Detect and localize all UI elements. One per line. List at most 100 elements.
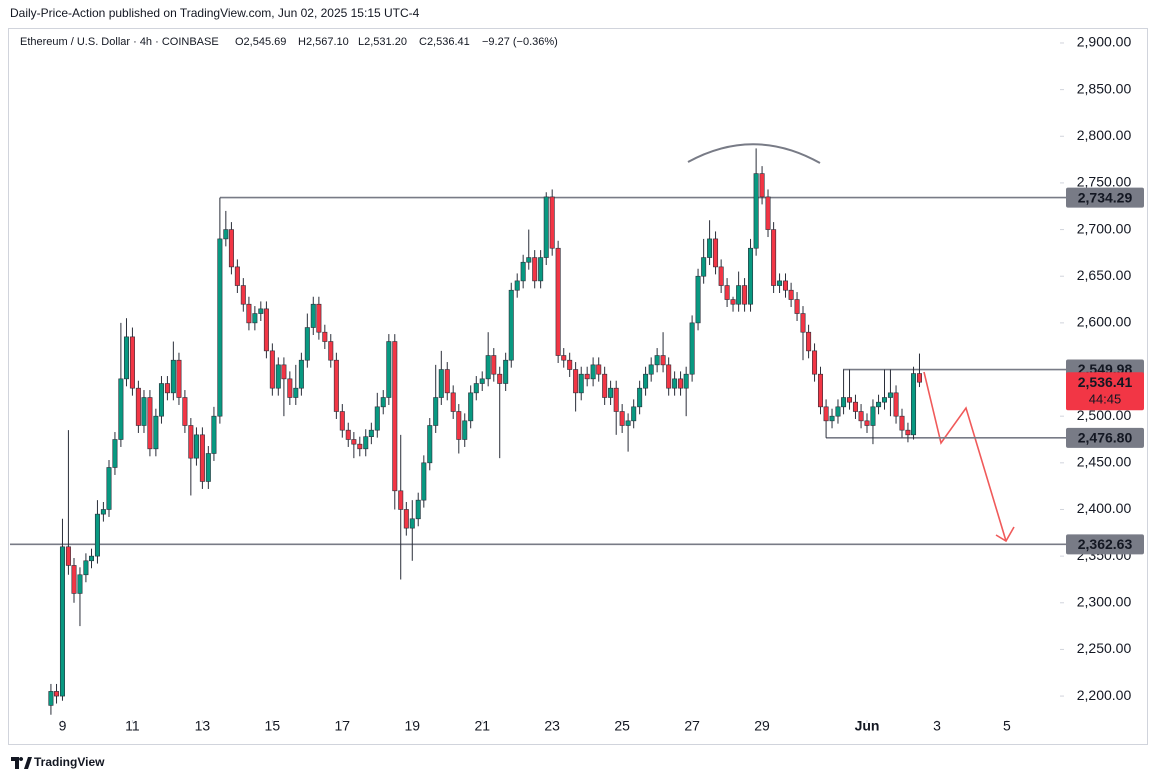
candle-body — [380, 397, 386, 408]
candle-body — [228, 229, 234, 268]
candle-body — [316, 303, 322, 333]
candle-body — [916, 373, 922, 383]
candle-body — [392, 341, 398, 492]
x-tick-label: 19 — [404, 718, 420, 734]
candle-body — [456, 411, 462, 440]
candle-body — [386, 341, 392, 398]
candle-body — [852, 401, 858, 412]
candle-body — [625, 420, 631, 426]
candle-body — [473, 383, 479, 394]
candle-body — [689, 322, 695, 375]
candle-body — [578, 373, 584, 394]
published-note: Daily-Price-Action published on TradingV… — [10, 6, 420, 20]
candle-body — [217, 238, 223, 417]
candle-body — [129, 336, 135, 389]
candle-body — [479, 378, 485, 384]
candle-body — [543, 196, 549, 258]
candles — [48, 148, 922, 715]
x-tick-label: 25 — [614, 718, 630, 734]
candle-body — [188, 425, 194, 459]
candle-body — [269, 350, 275, 389]
candle-body — [695, 275, 701, 324]
candle-body — [829, 415, 835, 422]
candle-body — [193, 434, 199, 459]
candle-body — [421, 462, 427, 501]
candle-body — [293, 387, 299, 398]
candle-body — [211, 415, 217, 454]
candle-body — [468, 392, 474, 422]
candle-body — [170, 359, 176, 394]
candle-body — [71, 565, 77, 594]
candle-body — [678, 378, 684, 389]
candle-body — [100, 509, 106, 515]
candle-body — [672, 378, 678, 389]
candle-body — [905, 429, 911, 436]
candle-body — [54, 691, 60, 697]
candle-body — [847, 397, 853, 403]
candle-body — [555, 247, 561, 356]
candle-body — [48, 691, 54, 706]
candle-body — [65, 546, 71, 566]
x-tick-label: 3 — [933, 718, 941, 734]
candle-body — [759, 173, 765, 198]
candle-body — [287, 378, 293, 398]
x-tick-label: 11 — [125, 718, 140, 734]
candle-body — [596, 364, 602, 375]
y-tick-label: 2,850.00 — [1077, 80, 1132, 96]
candle-body — [876, 401, 882, 408]
candle-body — [363, 436, 369, 450]
candle-body — [89, 555, 95, 562]
y-tick-label: 2,700.00 — [1077, 220, 1132, 236]
candle-body — [158, 383, 164, 417]
candle-body — [263, 308, 269, 352]
candle-body — [83, 560, 89, 576]
candle-body — [223, 229, 229, 240]
last-price-label: 2,536.41 — [1078, 374, 1133, 390]
candle-body — [899, 415, 905, 431]
candle-body — [718, 266, 724, 286]
candle-body — [106, 467, 112, 510]
candle-body — [742, 285, 748, 305]
candle-body — [701, 257, 707, 277]
projection-arrow — [923, 371, 1015, 543]
candle-body — [514, 280, 520, 291]
candle-body — [713, 238, 719, 268]
candle-body — [666, 364, 672, 389]
candle-body — [858, 411, 864, 422]
y-tick-label: 2,400.00 — [1077, 500, 1132, 516]
candle-body — [753, 173, 759, 249]
legend-high: H2,567.10 — [298, 36, 349, 48]
candle-body — [258, 308, 264, 314]
candle-body — [584, 373, 590, 380]
x-tick-label: 23 — [544, 718, 560, 734]
legend-open: O2,545.69 — [235, 36, 286, 48]
candle-body — [643, 373, 649, 389]
candle-body — [497, 373, 503, 384]
projection-path — [923, 371, 1007, 542]
logo-icon — [11, 757, 32, 769]
candle-body — [182, 397, 188, 426]
candle-body — [794, 299, 800, 314]
candle-body — [234, 266, 240, 286]
last-price-box — [1066, 372, 1144, 411]
y-tick-label: 2,750.00 — [1077, 174, 1132, 190]
candle-body — [911, 373, 917, 436]
candle-body — [806, 331, 812, 352]
candle-body — [660, 355, 666, 366]
y-tick-label: 2,650.00 — [1077, 267, 1132, 283]
candle-body — [345, 429, 351, 440]
candle-body — [538, 257, 544, 282]
level-label-box — [1066, 427, 1144, 448]
candle-body — [637, 387, 643, 408]
x-tick-label: 27 — [684, 718, 700, 734]
arrow-head — [995, 526, 1015, 543]
candle-body — [246, 303, 252, 324]
y-tick-label: 2,900.00 — [1077, 34, 1132, 50]
candle-body — [123, 336, 129, 380]
candle-body — [631, 406, 637, 422]
candle-body — [409, 518, 415, 529]
level-label-box — [1066, 187, 1144, 208]
candle-body — [153, 415, 159, 450]
legend-close: C2,536.41 — [419, 36, 470, 48]
